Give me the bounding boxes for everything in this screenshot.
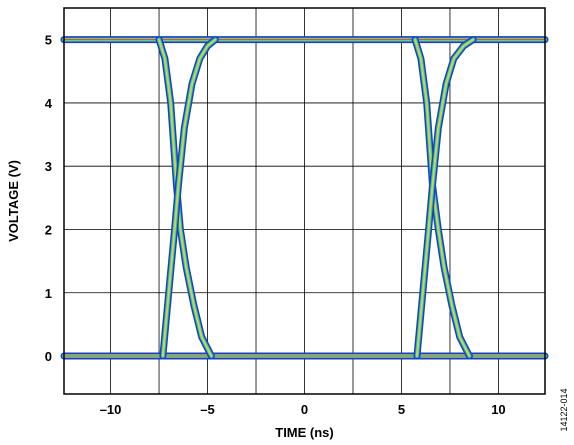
y-tick-labels: 0 1 2 3 4 5 xyxy=(45,33,53,364)
y-tick-label: 0 xyxy=(45,349,52,364)
eye-trace-rising-edge xyxy=(416,38,475,357)
y-tick-label: 5 xyxy=(45,33,52,48)
x-tick-label: –10 xyxy=(100,402,122,417)
x-axis-label: TIME (ns) xyxy=(275,425,334,440)
x-tick-label: 5 xyxy=(398,402,405,417)
eye-traces xyxy=(60,36,549,360)
figure-id: 14122-014 xyxy=(559,388,569,431)
x-tick-label: 10 xyxy=(491,402,505,417)
x-tick-labels: –10 –5 0 5 10 xyxy=(100,402,506,417)
y-tick-label: 1 xyxy=(45,286,52,301)
x-tick-label: –5 xyxy=(200,402,214,417)
y-tick-label: 4 xyxy=(45,96,53,111)
eye-trace-falling-edge xyxy=(158,38,213,357)
eye-trace-falling-edge xyxy=(414,38,471,357)
grid-lines xyxy=(64,8,545,394)
y-axis-label: VOLTAGE (V) xyxy=(6,160,21,242)
plot-frame xyxy=(63,7,546,395)
x-tick-label: 0 xyxy=(301,402,308,417)
eye-trace-rising-edge xyxy=(161,38,217,357)
y-tick-label: 3 xyxy=(45,159,52,174)
y-tick-label: 2 xyxy=(45,222,52,237)
